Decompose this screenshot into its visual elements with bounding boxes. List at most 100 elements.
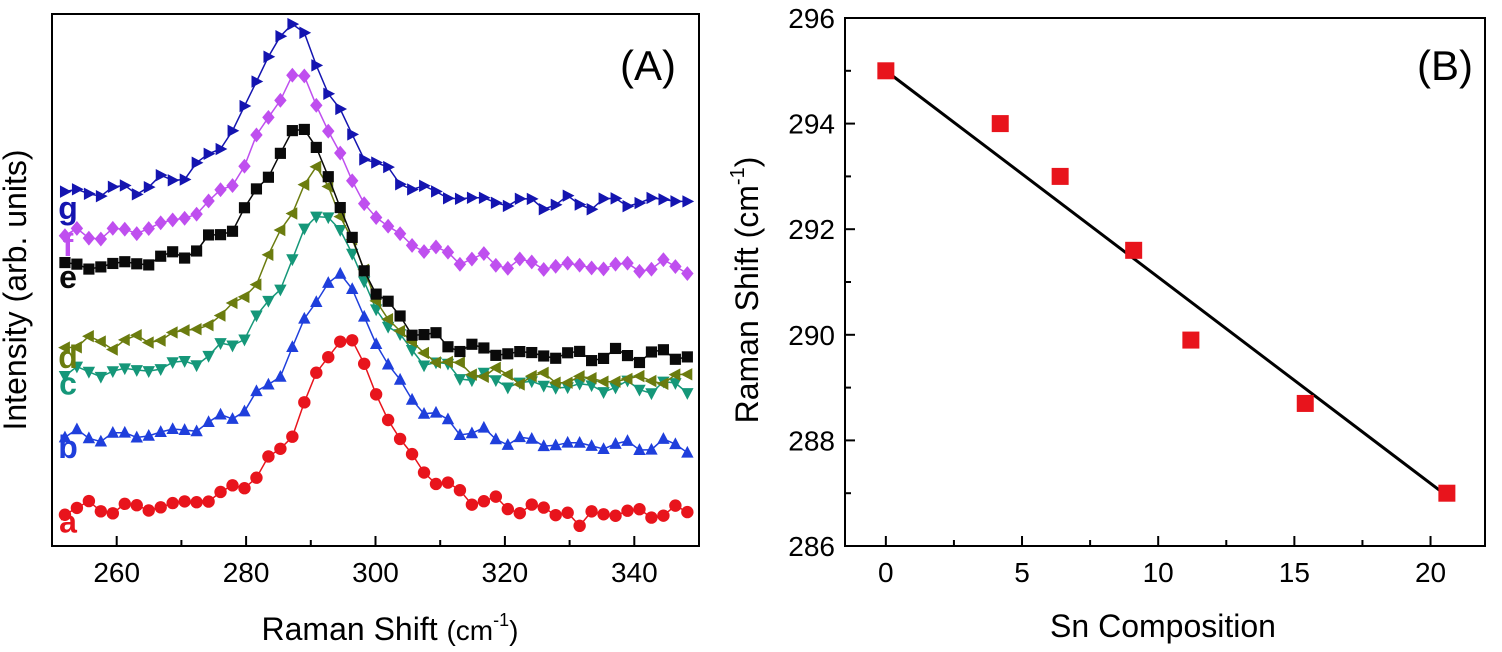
series-f-label: f <box>63 227 74 263</box>
panel-a-data-point <box>190 206 203 222</box>
panel-a-data-point <box>83 187 96 200</box>
panel-a-data-point <box>645 442 658 455</box>
panel-a-data-point <box>322 350 335 364</box>
panel-a-data-point <box>501 502 515 516</box>
panel-a-data-point <box>357 309 371 322</box>
panel-a-data-point <box>562 347 574 359</box>
panel-a-data-point <box>274 369 287 382</box>
panel-a-plot-frame <box>51 13 700 547</box>
panel-a-data-point <box>442 341 454 353</box>
panel-a-data-point <box>502 199 515 213</box>
panel-a-x-tick-label: 320 <box>482 557 529 588</box>
panel-a-data-point <box>598 192 611 205</box>
panel-a-data-point <box>514 346 526 358</box>
panel-b-label: (B) <box>1417 42 1473 89</box>
panel-a-data-point <box>525 254 538 270</box>
panel-b-data-point <box>991 115 1009 133</box>
panel-a-data-point <box>94 231 108 247</box>
panel-a-data-point <box>177 324 190 337</box>
panel-a-data-point <box>548 376 561 389</box>
panel-a-data-point <box>658 193 671 206</box>
panel-a-data-point <box>573 519 586 533</box>
panel-a-data-point <box>142 366 155 378</box>
panel-a-data-point <box>381 413 395 427</box>
panel-a-data-point <box>550 198 563 211</box>
panel-a-data-point <box>537 439 550 452</box>
panel-a-data-point <box>59 256 71 269</box>
panel-b-y-tick-label: 290 <box>788 320 835 351</box>
panel-a-data-point <box>682 195 695 208</box>
panel-a-data-point <box>250 310 263 323</box>
panel-a-data-point <box>514 192 527 206</box>
panel-a-data-point <box>573 378 586 391</box>
panel-a-data-point <box>681 351 693 363</box>
panel-a-data-point <box>154 425 167 437</box>
panel-a-data-point <box>645 261 658 277</box>
panel-a-data-point <box>71 183 84 196</box>
panel-a-data-point <box>371 156 383 169</box>
panel-a-data-point <box>431 185 443 198</box>
panel-a-data-point <box>274 284 287 297</box>
panel-a-data-point <box>633 356 646 369</box>
panel-a-data-point <box>346 231 358 243</box>
panel-a-data-point <box>202 350 215 363</box>
panel-a-data-point <box>130 430 143 443</box>
panel-a-data-point <box>597 442 610 454</box>
panel-a-data-point <box>298 123 310 136</box>
panel-a-data-point <box>274 442 287 455</box>
panel-a-data-point <box>453 484 467 497</box>
panel-a-data-point <box>82 494 96 508</box>
panel-a-data-point <box>334 266 347 279</box>
panel-a-x-tick-label: 300 <box>352 557 399 588</box>
panel-a-data-point <box>143 259 155 271</box>
panel-a-series-labels: a bcd efg <box>58 190 78 540</box>
panel-a-data-point <box>526 192 539 206</box>
panel-a-data-point <box>478 342 490 354</box>
panel-a-data-point <box>178 423 191 435</box>
panel-a-data-point <box>239 99 252 113</box>
panel-a-data-point <box>129 329 142 342</box>
panel-a-data-point <box>94 434 108 447</box>
panel-a-data-point <box>58 508 72 521</box>
panel-a-data-point <box>119 179 132 192</box>
panel-a-data-point <box>633 443 646 455</box>
panel-a-data-point <box>609 342 622 355</box>
panel-a-data-point <box>669 499 682 512</box>
panel-a-data-point <box>106 507 120 520</box>
panel-a-data-point <box>657 432 670 444</box>
panel-a-data-point <box>489 490 503 503</box>
panel-a-data-point <box>238 202 251 214</box>
panel-a-data-point <box>322 276 335 288</box>
panel-a-data-point <box>141 336 154 349</box>
panel-a-data-point <box>262 450 275 463</box>
panel-a-data-point <box>106 366 120 378</box>
panel-a-data-point <box>227 124 240 137</box>
panel-b-y-axis-unit-close: ) <box>729 157 765 168</box>
panel-a-data-point <box>155 168 168 182</box>
panel-a-data-point <box>118 221 131 237</box>
panel-a-data-point <box>560 376 573 389</box>
panel-a-label: (A) <box>620 42 676 89</box>
panel-a-data-point <box>417 346 429 360</box>
panel-a-data-point <box>453 356 465 369</box>
panel-a-data-point <box>429 405 443 418</box>
panel-a-data-point <box>633 503 646 516</box>
panel-a-data-point <box>465 498 479 511</box>
panel-b-fit-line <box>884 69 1448 498</box>
panel-a-data-point <box>70 422 84 435</box>
panel-a-data-point <box>274 92 287 108</box>
panel-a-data-point <box>381 357 395 370</box>
panel-a-data-point <box>286 67 299 83</box>
panel-a-data-point <box>179 173 192 186</box>
panel-a-data-point <box>597 261 610 277</box>
panel-a-data-point <box>153 334 166 347</box>
panel-a-data-point <box>369 304 383 317</box>
panel-a-data-point <box>346 334 359 347</box>
panel-a-data-point <box>538 350 550 362</box>
panel-a-data-point <box>70 361 84 374</box>
panel-a-data-point <box>669 353 681 365</box>
series-g-label: g <box>58 190 78 226</box>
panel-a-data-point <box>105 343 118 356</box>
panel-a-data-point <box>621 434 634 446</box>
series-f <box>58 67 694 281</box>
